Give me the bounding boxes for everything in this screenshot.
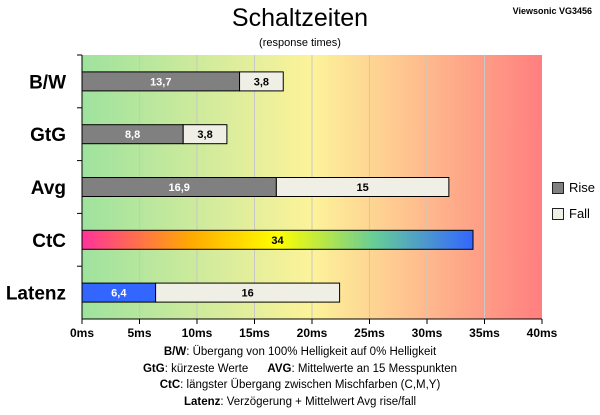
legend-fall: Fall [552,206,590,221]
bar-rise-label: 34 [271,235,284,247]
category-label: Latenz [6,284,66,305]
chart-title: Schaltzeiten [231,4,369,32]
category-label: B/W [29,72,66,93]
x-tick-label: 15ms [239,326,270,340]
bar-rise-label: 13,7 [150,76,171,88]
bar-rise-label: 16,9 [168,182,189,194]
chart-subtitle: (response times) [259,37,341,49]
category-label: GtG [30,125,66,146]
bar-fall-label: 3,8 [197,129,212,141]
x-tick-label: 35ms [469,326,500,340]
bar-fall [182,124,228,145]
footnote-ctc: CtC: längster Übergang zwischen Mischfar… [159,379,441,391]
bar-fall [275,177,450,197]
bar-rise-label: 6,4 [111,288,127,300]
footnote-gtg-avg: GtG: kürzeste Werte AVG: Mittelwerte an … [142,362,458,375]
x-tick-label: 25ms [354,326,385,340]
monitor-model-label: Viewsonic VG3456 [512,6,592,16]
legend-rise-swatch [552,181,564,194]
x-tick-label: 5ms [127,326,151,340]
bar-fall-label: 15 [356,182,368,194]
footnote-bw: B/W: Übergang von 100% Helligkeit auf 0%… [163,346,437,358]
category-label: Avg [31,178,66,199]
legend-rise-label: Rise [569,180,596,195]
bar-fall-label: 3,8 [254,76,269,88]
x-tick-label: 40ms [527,326,558,340]
response-time-chart: 0ms 5ms 10ms 15ms 20ms 25ms 30ms 35ms 40ms B/W 13,… [6,54,558,340]
footnotes: B/W: Übergang von 100% Helligkeit auf 0%… [0,344,600,410]
bar-rise [81,229,474,250]
bar-fall [239,71,284,92]
bar-fall [155,282,341,303]
legend-fall-label: Fall [569,206,590,221]
x-tick-label: 20ms [297,326,328,340]
legend-fall-swatch [552,207,564,220]
bar-rise-label: 8,8 [125,129,140,141]
legend-rise: Rise [552,180,595,195]
x-tick-label: 30ms [412,326,443,340]
category-label: CtC [32,231,66,252]
x-tick-label: 10ms [182,326,213,340]
bar-fall-label: 16 [241,288,253,300]
footnote-latency: Latenz: Verzögerung + Mittelwert Avg ris… [183,395,417,408]
x-tick-label: 0ms [70,326,94,340]
